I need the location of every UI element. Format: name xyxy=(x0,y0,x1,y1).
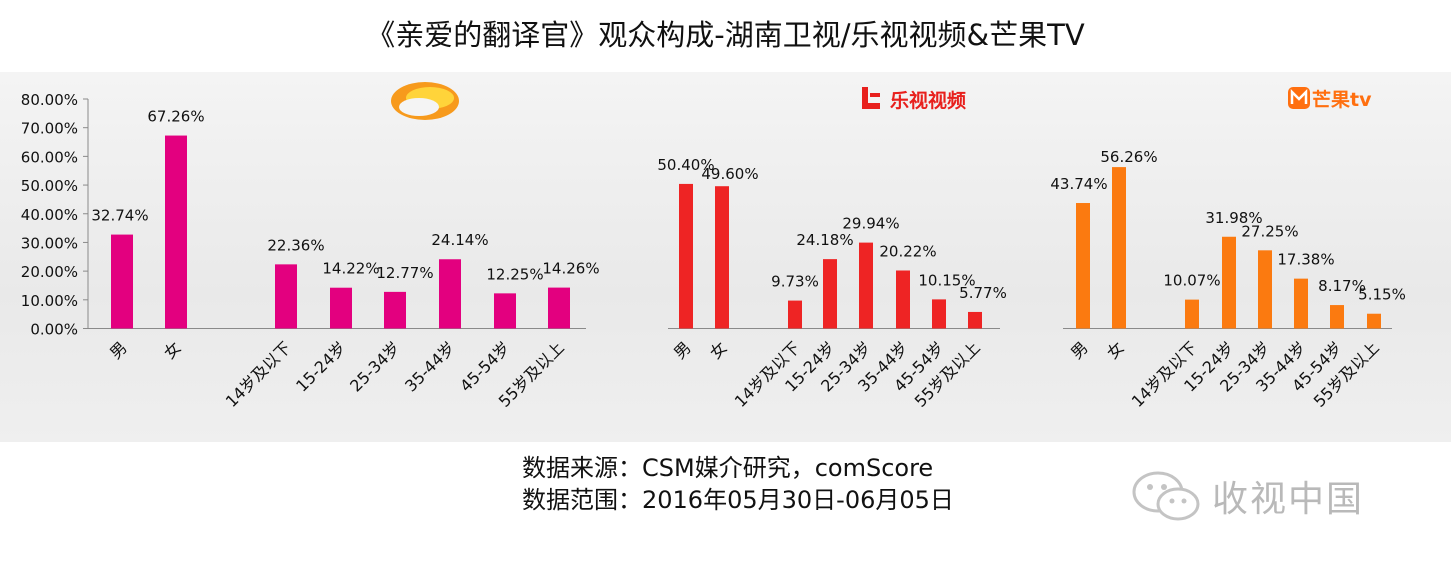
data-label: 24.18% xyxy=(796,231,853,249)
x-category-label: 男 xyxy=(670,338,695,363)
bar xyxy=(384,291,406,329)
data-label: 43.74% xyxy=(1050,175,1107,193)
data-label: 10.07% xyxy=(1163,272,1220,290)
data-label: 10.15% xyxy=(918,271,975,289)
bar xyxy=(715,186,729,329)
x-category-label: 女 xyxy=(706,338,731,363)
bar xyxy=(896,270,910,329)
bar xyxy=(1294,278,1308,329)
x-category-label: 男 xyxy=(1067,338,1092,363)
y-tick-label: 0.00% xyxy=(30,321,78,339)
y-tick-label: 70.00% xyxy=(21,120,78,138)
bar xyxy=(1185,299,1199,329)
bar xyxy=(330,287,352,329)
y-tick-label: 80.00% xyxy=(21,91,78,109)
x-category-label: 女 xyxy=(160,338,185,363)
y-tick-label: 40.00% xyxy=(21,206,78,224)
range-line: 数据范围：2016年05月30日-06月05日 xyxy=(522,486,954,514)
hunan-tv-logo-icon xyxy=(391,82,459,120)
data-label: 14.26% xyxy=(542,260,599,278)
bar xyxy=(1222,236,1236,329)
data-label: 12.77% xyxy=(376,264,433,282)
data-label: 9.73% xyxy=(771,273,819,291)
y-tick-label: 10.00% xyxy=(21,292,78,310)
letv-logo-text: 乐视视频 xyxy=(890,89,966,112)
bar xyxy=(859,242,873,329)
bar xyxy=(1330,305,1344,329)
y-tick-label: 20.00% xyxy=(21,263,78,281)
bar xyxy=(1112,167,1126,329)
letv-logo-icon xyxy=(862,87,880,109)
data-label: 17.38% xyxy=(1277,251,1334,269)
bar xyxy=(165,135,187,329)
x-category-label: 15-24岁 xyxy=(292,338,350,396)
data-label: 29.94% xyxy=(842,215,899,233)
data-label: 20.22% xyxy=(879,242,936,260)
bar xyxy=(968,311,982,329)
y-tick-label: 60.00% xyxy=(21,148,78,166)
data-label: 27.25% xyxy=(1241,222,1298,240)
data-label: 8.17% xyxy=(1318,277,1366,295)
chart-title: 《亲爱的翻译官》观众构成-湖南卫视/乐视视频&芒果TV xyxy=(366,18,1085,52)
data-label: 24.14% xyxy=(431,231,488,249)
data-source-note: 数据来源：CSM媒介研究，comScore 数据范围：2016年05月30日-0… xyxy=(522,452,954,516)
bar xyxy=(1258,250,1272,329)
data-label: 50.40% xyxy=(657,156,714,174)
source-line: 数据来源：CSM媒介研究，comScore xyxy=(522,454,934,482)
mango-logo-icon xyxy=(1288,87,1310,109)
x-category-label: 女 xyxy=(1103,338,1128,363)
data-label: 14.22% xyxy=(322,260,379,278)
y-tick-label: 50.00% xyxy=(21,177,78,195)
x-category-label: 25-34岁 xyxy=(346,338,404,396)
mango-logo-text: 芒果tv xyxy=(1312,88,1372,111)
bar xyxy=(1367,313,1381,329)
data-label: 5.77% xyxy=(959,284,1007,302)
data-label: 49.60% xyxy=(701,165,758,183)
bar xyxy=(788,300,802,329)
data-label: 31.98% xyxy=(1205,209,1262,227)
watermark-text: 收视中国 xyxy=(1212,479,1365,520)
x-category-label: 男 xyxy=(106,338,131,363)
x-category-label: 14岁及以下 xyxy=(222,338,295,411)
bar xyxy=(439,259,461,329)
data-label: 67.26% xyxy=(147,108,204,126)
data-label: 56.26% xyxy=(1100,148,1157,166)
bar xyxy=(1076,203,1090,329)
bar xyxy=(823,259,837,329)
watermark: 收视中国 xyxy=(1128,466,1364,526)
y-tick-label: 30.00% xyxy=(21,234,78,252)
x-category-label: 35-44岁 xyxy=(401,338,459,396)
data-label: 5.15% xyxy=(1358,286,1406,304)
bar xyxy=(932,299,946,329)
data-label: 12.25% xyxy=(486,265,543,283)
bar xyxy=(494,293,516,329)
data-label: 32.74% xyxy=(91,207,148,225)
bar xyxy=(548,287,570,329)
bar xyxy=(679,183,693,329)
wechat-icon xyxy=(1132,471,1200,521)
bar xyxy=(111,234,133,329)
bar xyxy=(275,264,297,329)
data-label: 22.36% xyxy=(267,236,324,254)
